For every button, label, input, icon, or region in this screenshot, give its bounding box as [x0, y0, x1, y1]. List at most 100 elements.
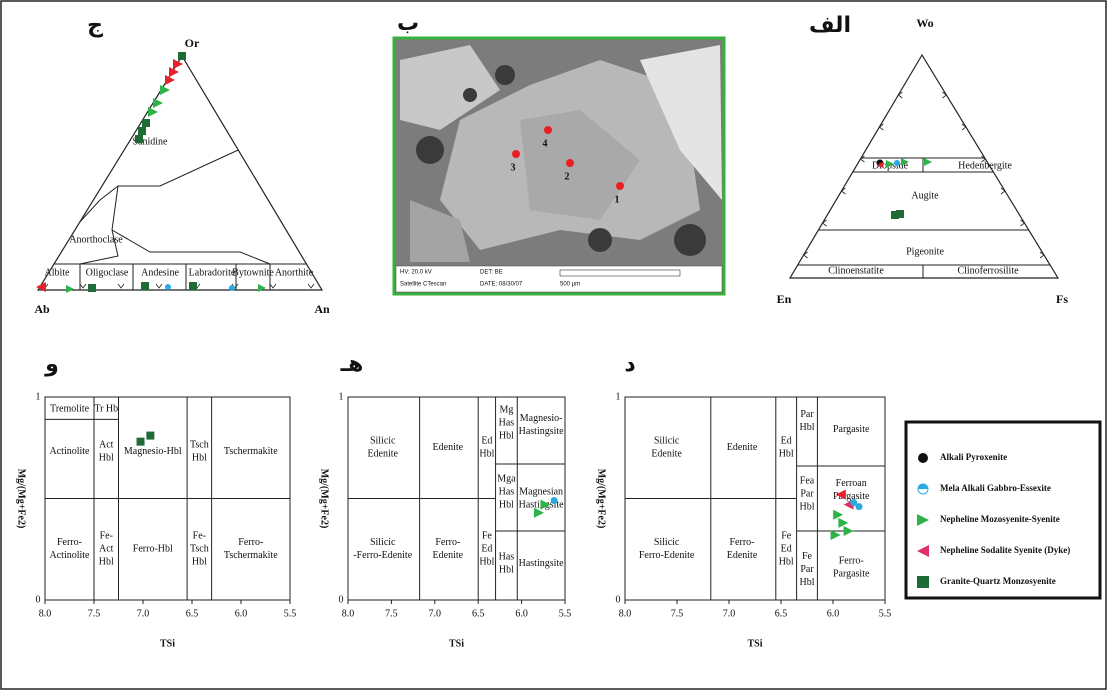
field-label: Tsch [190, 544, 209, 555]
field-label: Par [800, 409, 814, 420]
panel-label: ج [87, 13, 103, 38]
ternary-outline [790, 55, 1058, 278]
x-tick-label: 7.5 [88, 608, 101, 619]
field-label: Silicic [370, 537, 396, 548]
field-label: Edenite [727, 442, 758, 453]
field-label: Has [499, 487, 515, 498]
sample-marker [856, 503, 863, 510]
field-label: Pargasite [833, 424, 870, 435]
field-label: Act [99, 544, 114, 555]
field-label: Par [800, 564, 814, 575]
field-label: Hbl [479, 557, 494, 568]
field-label: Ferro- [730, 537, 755, 548]
field-label: Hbl [800, 577, 815, 588]
field-label: Edenite [651, 449, 682, 460]
sample-marker [178, 52, 186, 60]
y-tick-label: 0 [339, 594, 344, 605]
field-label: Hedenbergite [958, 160, 1012, 171]
point-label: 4 [543, 138, 548, 149]
field-label: Fea [800, 476, 815, 487]
x-tick-label: 7.5 [671, 608, 684, 619]
sample-marker [416, 136, 444, 164]
sample-marker [66, 285, 74, 293]
legend-box [906, 422, 1100, 598]
field-label: Silicic [654, 537, 680, 548]
field-label: Bytownite [232, 267, 274, 278]
field-line [80, 150, 238, 222]
sample-marker [551, 497, 558, 504]
image-info: DATE: 08/30/07 [480, 282, 523, 288]
field-label: Hbl [479, 449, 494, 460]
sample-marker [918, 453, 928, 463]
sample-marker [924, 158, 932, 166]
image-info: Satellite CTescan [400, 282, 446, 288]
apex-label: Ab [34, 302, 50, 316]
sample-marker [616, 182, 624, 190]
field-label: Tschermakite [224, 446, 278, 457]
x-tick-label: 7.5 [385, 608, 398, 619]
image-info: DET: BE [480, 270, 503, 276]
x-tick-label: 7.0 [723, 608, 736, 619]
field-label: Anorthite [275, 267, 314, 278]
x-axis-label: TSi [160, 638, 175, 649]
field-label: Mga [497, 474, 516, 485]
sample-marker [165, 284, 171, 290]
field-label: Fe [802, 551, 813, 562]
field-label: Hbl [99, 557, 114, 568]
field-label: Hbl [800, 502, 815, 513]
y-tick-label: 1 [36, 391, 41, 402]
field-label: Tremolite [50, 403, 90, 414]
y-tick-label: 0 [36, 594, 41, 605]
field-label: Has [499, 418, 515, 429]
panel-label: و [44, 352, 59, 377]
field-label: Ed [481, 436, 492, 447]
y-axis-label: Mg/(Mg+Fe2) [596, 469, 607, 529]
field-label: Ferro- [839, 555, 864, 566]
sample-marker [142, 119, 150, 127]
apex-label: Wo [916, 16, 933, 30]
point-label: 1 [615, 194, 620, 205]
panel-label: د [624, 352, 635, 377]
field-label: Tschermakite [224, 550, 278, 561]
x-axis-label: TSi [747, 638, 762, 649]
field-label: Magnesio-Hbl [124, 446, 182, 457]
field-line [112, 230, 270, 264]
sample-marker [189, 282, 197, 290]
field-label: Hastingsite [519, 426, 565, 437]
figure: جOrAbAnSanidineAnorthoclaseAlbiteOligocl… [0, 0, 1108, 691]
field-label: Hbl [499, 431, 514, 442]
sample-marker [135, 135, 143, 143]
field-label: Silicic [370, 436, 396, 447]
field-label: Fe [482, 531, 493, 542]
field-label: Hastingsite [519, 558, 565, 569]
sample-marker [831, 530, 841, 540]
field-label: Hbl [192, 557, 207, 568]
sample-marker [544, 126, 552, 134]
sample-marker [258, 284, 266, 292]
x-tick-label: 6.5 [472, 608, 485, 619]
x-tick-label: 6.5 [775, 608, 788, 619]
tick-mark [308, 284, 314, 288]
sample-marker [833, 510, 843, 520]
x-tick-label: 6.0 [515, 608, 528, 619]
apex-label: Fs [1056, 292, 1068, 306]
field-label: Augite [911, 190, 939, 201]
field-label: Mg [499, 405, 513, 416]
x-axis-label: TSi [449, 638, 464, 649]
tick-mark [118, 284, 124, 288]
apex-label: En [777, 292, 792, 306]
field-label: Anorthoclase [69, 234, 123, 245]
field-label: Edenite [433, 550, 464, 561]
legend-label: Mela Alkali Gabbro-Essexite [940, 483, 1051, 493]
x-tick-label: 7.0 [137, 608, 150, 619]
field-label: Hbl [192, 453, 207, 464]
sample-marker [138, 127, 146, 135]
tick-mark [80, 284, 86, 288]
field-label: Edenite [727, 550, 758, 561]
sample-marker [137, 438, 145, 446]
y-axis-label: Mg/(Mg+Fe2) [16, 469, 27, 529]
sample-marker [844, 526, 854, 536]
sample-marker [153, 98, 163, 108]
sample-marker [141, 282, 149, 290]
sample-marker [894, 160, 900, 166]
